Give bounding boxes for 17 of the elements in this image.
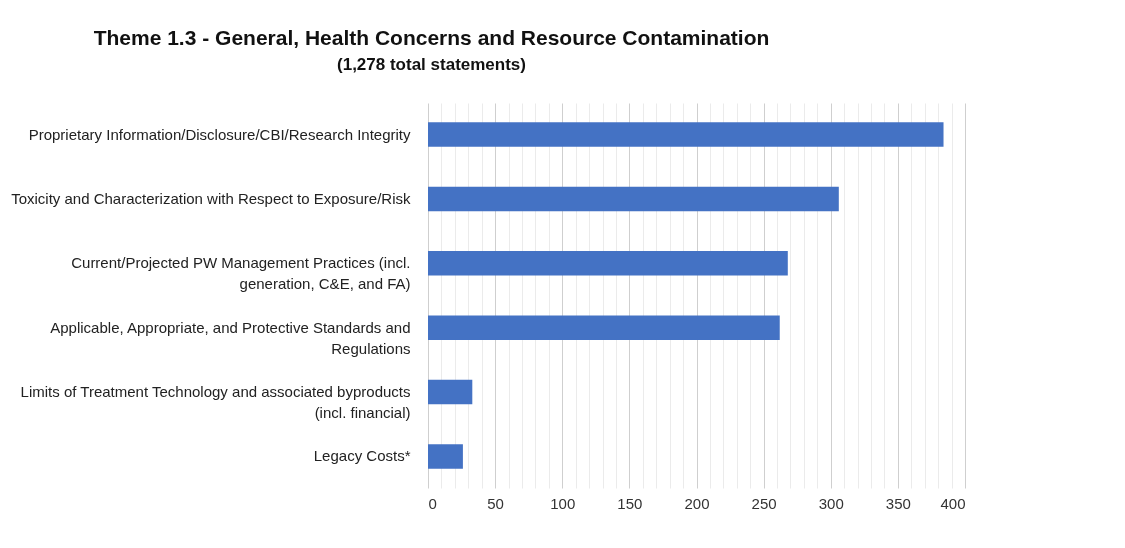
y-tick-label: Legacy Costs* [313,447,411,465]
x-tick-label: 400 [940,494,966,512]
x-tick-label: 350 [885,494,911,512]
x-tick-label: 300 [818,494,844,512]
x-tick-label: 0 [428,494,437,512]
y-tick-label: Limits of Treatment Technology and associated byproducts (incl. financial) [20,383,411,422]
chart-subtitle: (1,278 total statements) [337,55,526,74]
y-tick-label: Applicable, Appropriate, and Protective Standards and Regulations [50,318,411,357]
x-tick-label: 50 [487,494,504,512]
x-tick-label: 100 [550,494,576,512]
x-tick-label: 150 [617,494,643,512]
y-tick-label: Proprietary Information/Disclosure/CBI/Research Integrity [28,125,411,143]
x-tick-label: 200 [684,494,710,512]
x-tick-label: 250 [751,494,777,512]
chart-title: Theme 1.3 - General, Health Concerns and Resource Contamination [93,26,770,49]
y-tick-label: Toxicity and Characterization with Respect to Exposure/Risk [11,189,411,207]
y-tick-label: Current/Projected PW Management Practices (incl. generation, C&E, and FA) [71,254,411,293]
